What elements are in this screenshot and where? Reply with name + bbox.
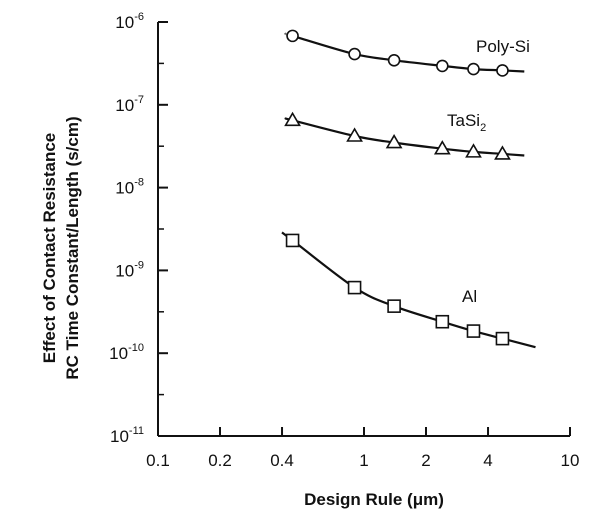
data-point-triangle bbox=[465, 143, 482, 158]
y-tick-exponent: -10 bbox=[128, 342, 144, 354]
y-tick-label: 10-10 bbox=[109, 342, 144, 363]
series-label: TaSi2 bbox=[447, 111, 486, 134]
series-curves bbox=[281, 32, 536, 349]
y-tick-exponent: -11 bbox=[129, 425, 144, 437]
y-tick-base: 10 bbox=[115, 13, 134, 32]
x-tick-label: 2 bbox=[421, 451, 430, 470]
x-tick-label: 10 bbox=[561, 451, 580, 470]
data-point-circle bbox=[348, 47, 361, 61]
y-tick-base: 10 bbox=[110, 427, 129, 446]
y-tick-label: 10-11 bbox=[110, 425, 144, 446]
y-tick-label: 10-6 bbox=[115, 11, 144, 32]
y-tick-base: 10 bbox=[109, 344, 128, 363]
y-tick-label: 10-8 bbox=[115, 177, 144, 198]
y-tick-exponent: -9 bbox=[134, 259, 144, 271]
y-tick-exponent: -7 bbox=[134, 94, 144, 106]
data-point-square bbox=[466, 324, 481, 338]
data-point-square bbox=[495, 331, 510, 346]
series-curve-tasi2 bbox=[284, 117, 525, 157]
data-point-circle bbox=[467, 62, 480, 76]
y-axis-title-line-2: RC Time Constant/Length (s/cm) bbox=[63, 116, 82, 379]
data-point-square bbox=[347, 280, 362, 295]
y-tick-base: 10 bbox=[115, 179, 134, 198]
data-point-circle bbox=[286, 29, 299, 43]
x-tick-label: 4 bbox=[483, 451, 492, 470]
y-tick-exponent: -8 bbox=[134, 177, 144, 189]
data-point-square bbox=[387, 299, 401, 313]
series-label: Poly-Si bbox=[476, 37, 530, 56]
data-point-circle bbox=[496, 64, 509, 77]
data-point-triangle bbox=[433, 140, 451, 155]
tick-marks bbox=[157, 21, 571, 437]
series-curve-al bbox=[281, 231, 536, 349]
data-point-square bbox=[285, 233, 300, 248]
data-point-triangle bbox=[385, 133, 403, 149]
data-point-triangle bbox=[284, 111, 301, 127]
series-label-text: TaSi bbox=[447, 111, 480, 130]
x-axis-title: Design Rule (μm) bbox=[304, 490, 444, 509]
series-labels: Poly-Si TaSi2 Al bbox=[447, 37, 530, 306]
y-tick-base: 10 bbox=[115, 96, 134, 115]
y-axis-title-line-1: Effect of Contact Resistance bbox=[40, 133, 59, 364]
data-point-triangle bbox=[346, 127, 363, 142]
x-tick-labels: 0.1 0.2 0.4 1 2 4 10 bbox=[146, 451, 579, 470]
data-point-square bbox=[435, 314, 450, 329]
data-point-triangle bbox=[494, 145, 511, 160]
y-tick-label: 10-7 bbox=[115, 94, 144, 115]
series-markers bbox=[284, 29, 511, 346]
x-tick-label: 1 bbox=[359, 451, 368, 470]
x-tick-label: 0.4 bbox=[270, 451, 294, 470]
series-label-subscript: 2 bbox=[480, 122, 486, 134]
series-label-text: Al bbox=[462, 287, 477, 306]
data-point-circle bbox=[436, 59, 449, 73]
y-tick-base: 10 bbox=[115, 261, 134, 280]
y-tick-exponent: -6 bbox=[134, 11, 144, 23]
plot-frame bbox=[157, 22, 570, 437]
x-tick-label: 0.2 bbox=[208, 451, 232, 470]
y-axis-title: Effect of Contact Resistance RC Time Con… bbox=[40, 116, 82, 379]
x-tick-label: 0.1 bbox=[146, 451, 170, 470]
series-label: Al bbox=[462, 287, 477, 306]
y-tick-label: 10-9 bbox=[115, 259, 144, 280]
data-point-circle bbox=[387, 53, 401, 67]
series-label-text: Poly-Si bbox=[476, 37, 530, 56]
